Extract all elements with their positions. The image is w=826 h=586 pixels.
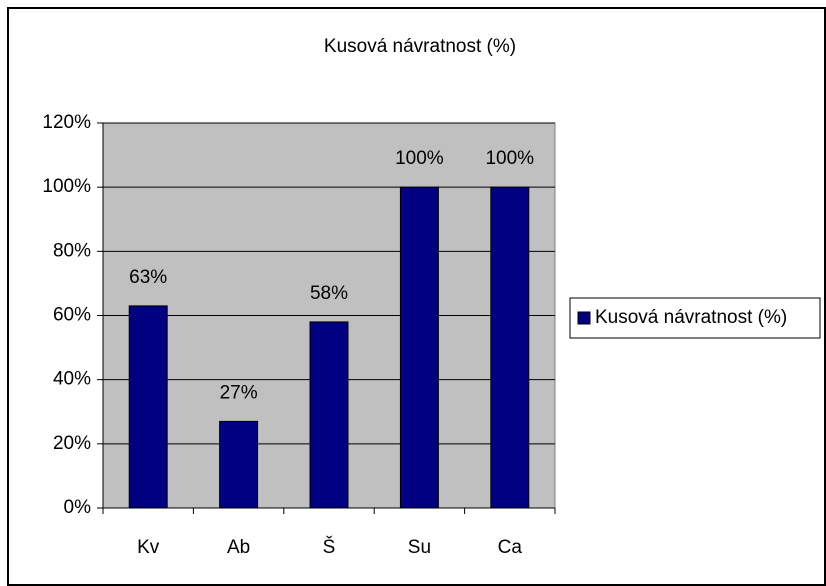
bar: [490, 186, 530, 509]
x-tick-label: Ca: [498, 537, 523, 558]
x-tick-label: Š: [323, 536, 336, 558]
data-label: 27%: [220, 382, 258, 403]
data-label: 100%: [395, 148, 444, 169]
y-tick-label: 80%: [53, 240, 91, 261]
y-tick-label: 60%: [53, 305, 91, 326]
bar: [128, 305, 168, 509]
x-tick-label: Ab: [227, 537, 250, 558]
legend-label: Kusová návratnost (%): [595, 307, 787, 328]
y-tick-label: 20%: [53, 433, 91, 454]
x-tick-label: Kv: [137, 537, 160, 558]
data-label: 58%: [310, 283, 348, 304]
y-tick-label: 40%: [53, 369, 91, 390]
x-tick-label: Su: [408, 537, 431, 558]
legend-box: [569, 297, 821, 339]
chart-title: Kusová návratnost (%): [324, 36, 516, 57]
y-tick-label: 120%: [42, 112, 91, 133]
bar: [309, 321, 349, 509]
legend-swatch: [577, 311, 591, 325]
data-label: 63%: [129, 267, 167, 288]
bar: [219, 420, 259, 509]
bar: [399, 186, 439, 509]
data-label: 100%: [485, 148, 534, 169]
y-tick-label: 0%: [64, 497, 92, 518]
y-tick-label: 100%: [42, 176, 91, 197]
